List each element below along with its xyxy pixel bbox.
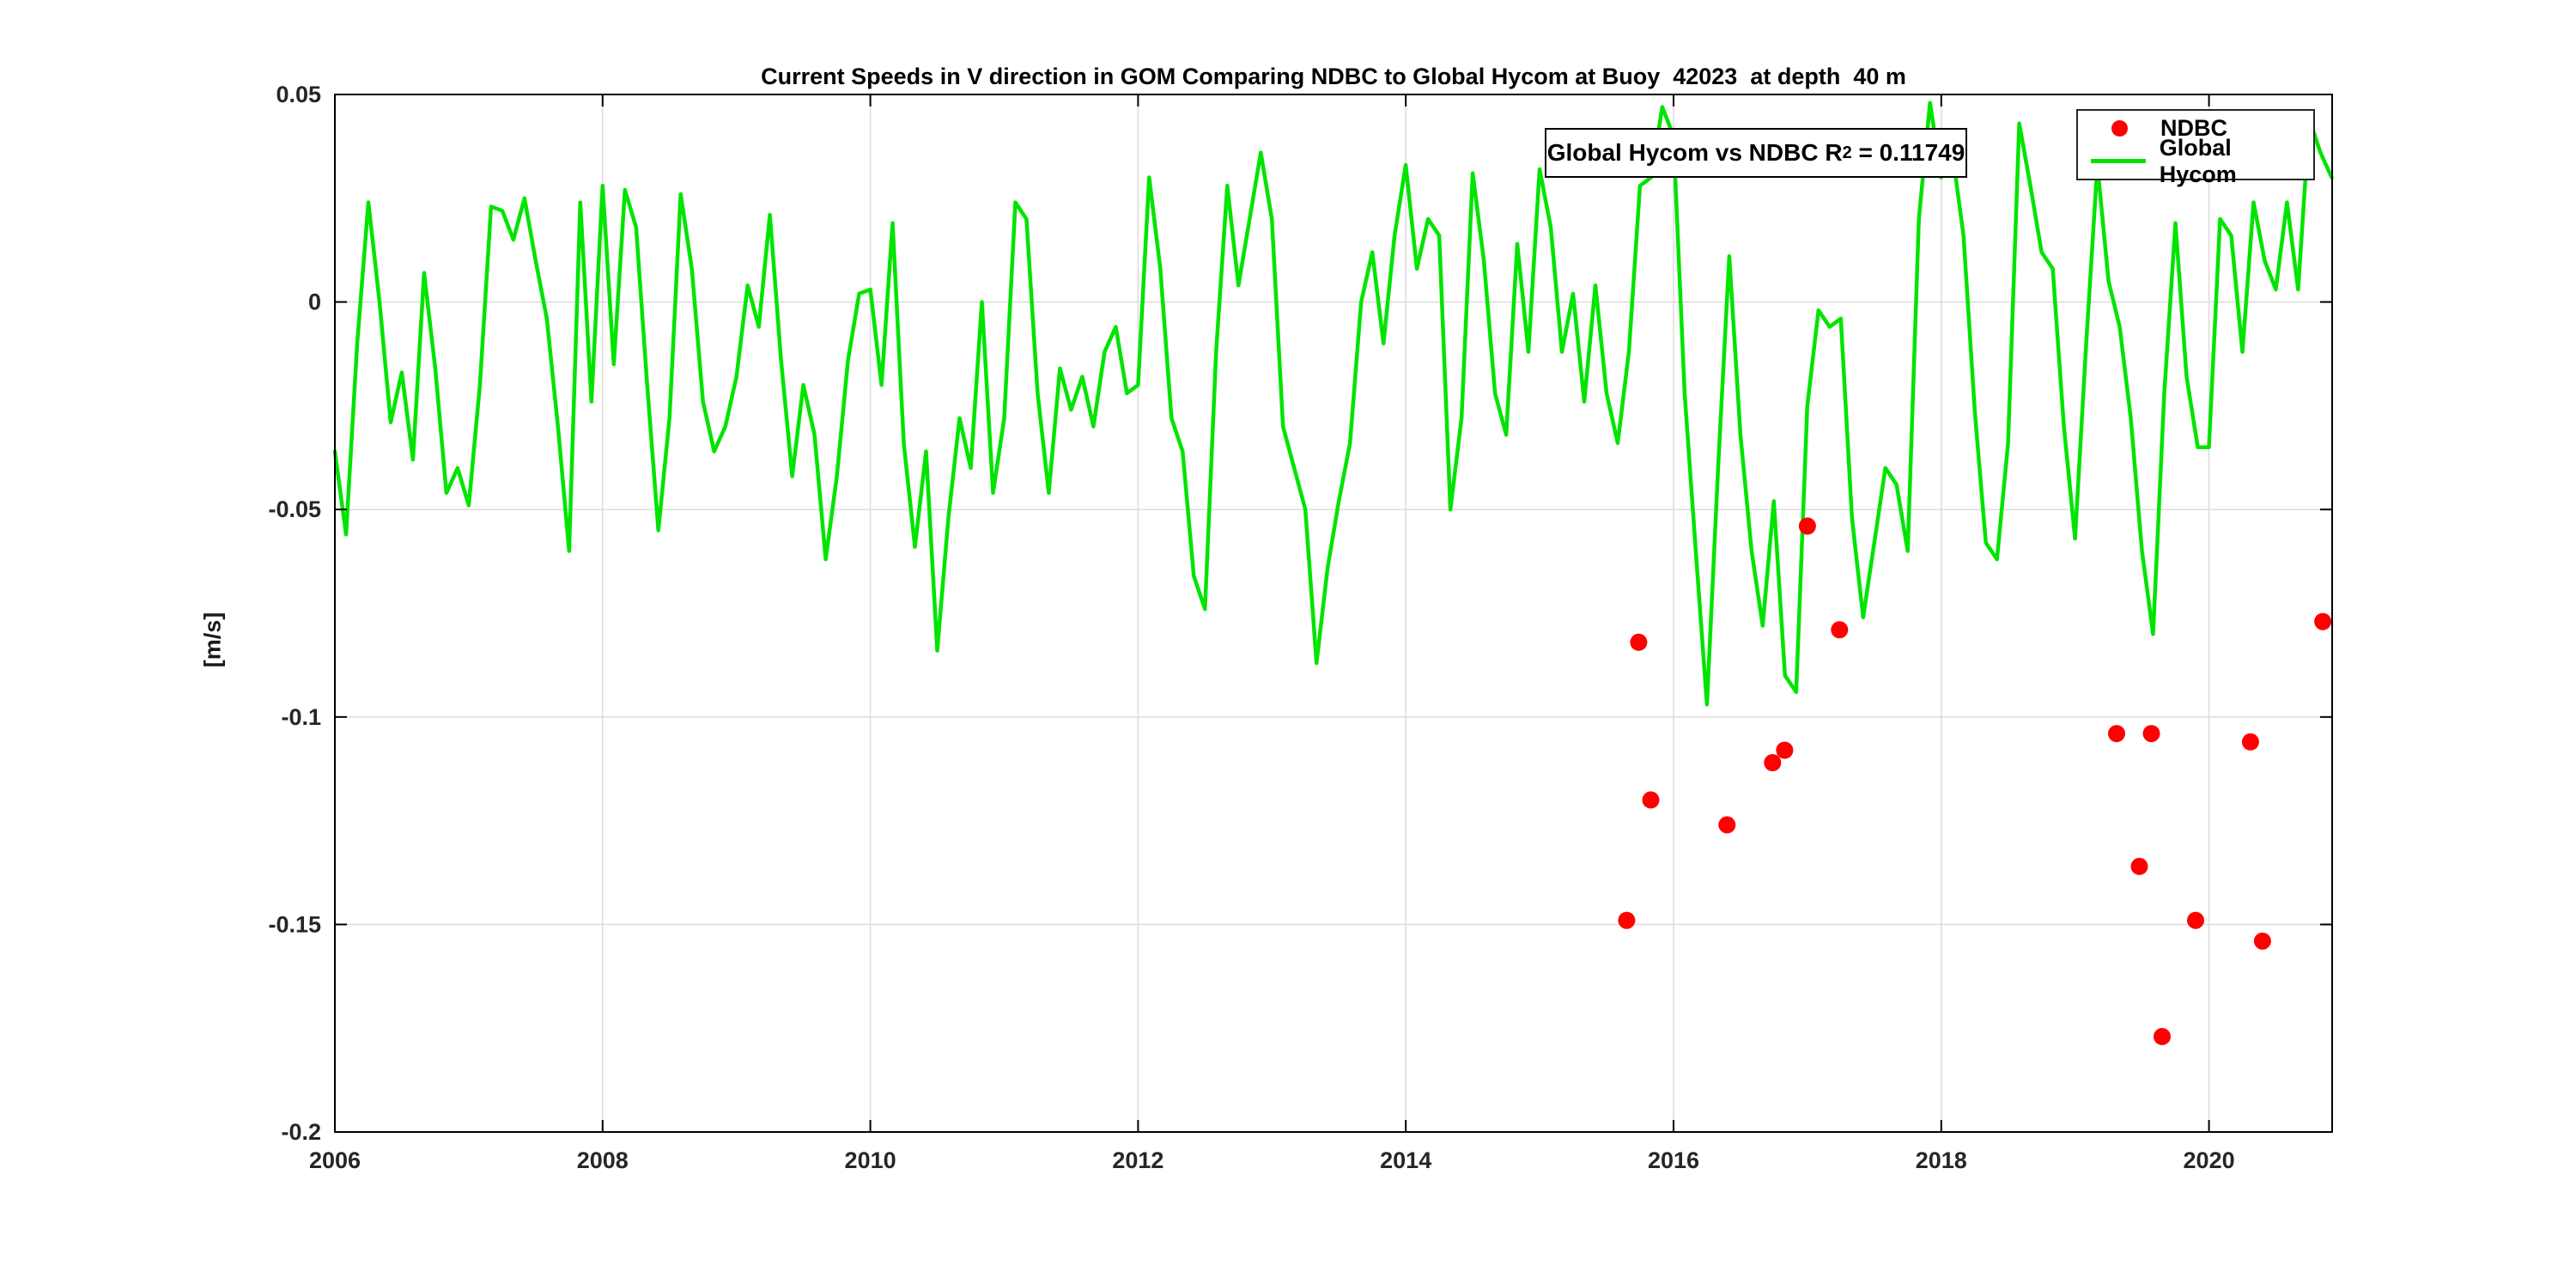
y-tick-label: 0 bbox=[308, 289, 321, 315]
ndbc-marker-zone bbox=[2078, 119, 2160, 137]
legend-item-ndbc[interactable]: NDBC bbox=[2078, 113, 2313, 143]
ndbc-point bbox=[2130, 857, 2148, 875]
y-tick-label: -0.15 bbox=[268, 911, 321, 937]
x-tick-label: 2014 bbox=[1380, 1147, 1431, 1173]
ndbc-point bbox=[2253, 932, 2271, 950]
ndbc-dot-icon bbox=[2111, 119, 2128, 137]
y-tick-label: -0.05 bbox=[268, 496, 321, 522]
legend: NDBC Global Hycom bbox=[2076, 109, 2315, 187]
ndbc-point bbox=[1764, 754, 1782, 771]
ndbc-point bbox=[1831, 621, 1849, 639]
ndbc-point bbox=[1776, 741, 1794, 759]
legend-label-ndbc: NDBC bbox=[2160, 114, 2227, 141]
y-tick-label: -0.1 bbox=[281, 704, 321, 730]
ndbc-point bbox=[2154, 1027, 2171, 1045]
ndbc-point bbox=[2241, 733, 2259, 751]
y-axis-label: [m/s] bbox=[199, 612, 226, 668]
x-tick-label: 2008 bbox=[577, 1147, 629, 1173]
legend-label-global-hycom: Global Hycom bbox=[2159, 134, 2237, 187]
ndbc-point bbox=[1642, 791, 1660, 809]
hycom-line-icon bbox=[2091, 159, 2147, 164]
y-tick-label: -0.2 bbox=[281, 1119, 321, 1145]
y-tick-label: 0.05 bbox=[276, 82, 321, 107]
ndbc-point bbox=[1718, 816, 1736, 834]
x-tick-label: 2018 bbox=[1916, 1147, 1967, 1173]
ndbc-point bbox=[2187, 911, 2204, 929]
legend-item-global-hycom[interactable]: Global Hycom bbox=[2078, 135, 2313, 187]
axes-box bbox=[334, 94, 2333, 1133]
annotation-text-suffix: = 0.11749 bbox=[1851, 139, 1965, 166]
ndbc-point bbox=[2108, 725, 2125, 743]
ndbc-point bbox=[1798, 517, 1816, 535]
x-tick-label: 2012 bbox=[1112, 1147, 1163, 1173]
ndbc-point bbox=[2142, 725, 2160, 743]
hycom-line bbox=[332, 100, 2334, 707]
ndbc-point bbox=[1630, 633, 1648, 651]
x-tick-label: 2010 bbox=[845, 1147, 896, 1173]
hycom-marker-zone bbox=[2078, 159, 2160, 164]
x-tick-label: 2020 bbox=[2184, 1147, 2235, 1173]
ndbc-point bbox=[2314, 612, 2332, 630]
annotation-text-prefix: Global Hycom vs NDBC R bbox=[1546, 139, 1843, 166]
x-tick-label: 2016 bbox=[1648, 1147, 1699, 1173]
chart-title: Current Speeds in V direction in GOM Com… bbox=[761, 64, 1906, 89]
x-tick-label: 2006 bbox=[309, 1147, 361, 1173]
ndbc-point bbox=[1618, 911, 1636, 929]
